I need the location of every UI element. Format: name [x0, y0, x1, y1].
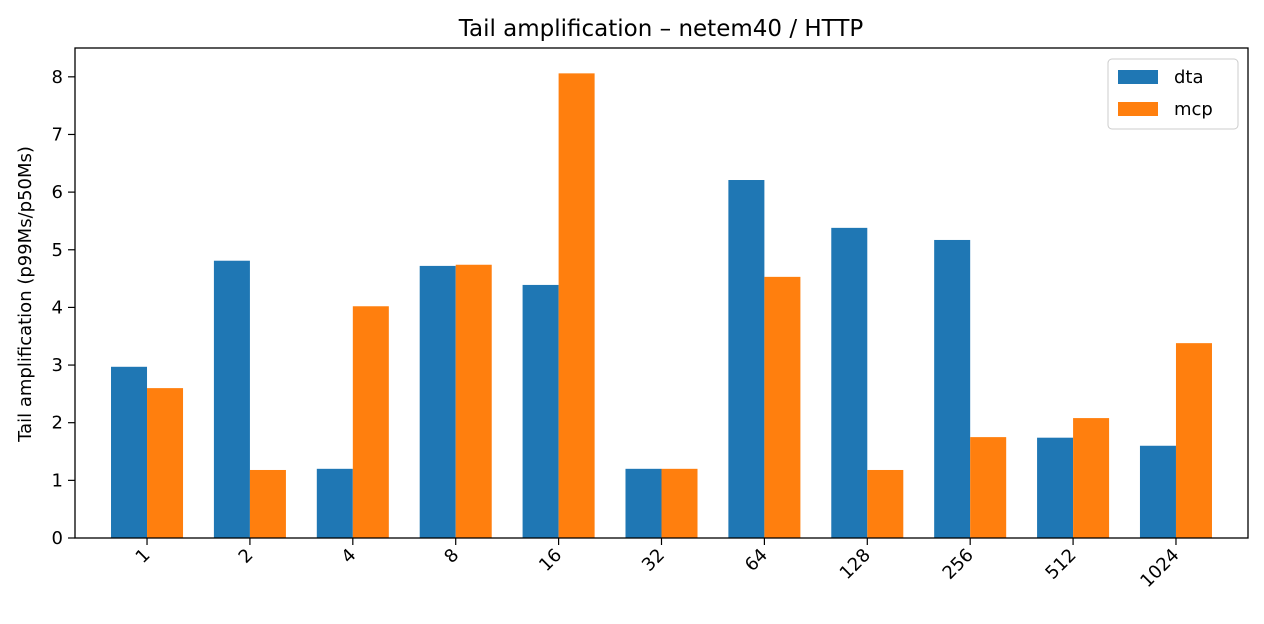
bar-dta-4 — [316, 468, 353, 538]
chart-title: Tail amplification – netem40 / HTTP — [458, 16, 864, 42]
bar-mcp-4 — [352, 306, 389, 538]
x-tick-label: 2 — [235, 545, 258, 568]
x-tick-label: 8 — [440, 545, 463, 568]
bar-dta-512 — [1037, 437, 1074, 538]
y-tick-label: 3 — [52, 355, 63, 376]
bar-mcp-16 — [558, 73, 595, 539]
bar-dta-1 — [111, 366, 148, 538]
bars-layer — [111, 73, 1212, 539]
y-tick-label: 8 — [52, 67, 63, 88]
y-tick-label: 1 — [52, 470, 63, 491]
bar-dta-256 — [934, 239, 971, 538]
legend-label-dta: dta — [1174, 67, 1204, 88]
bar-mcp-1 — [147, 388, 184, 538]
legend-box — [1107, 58, 1239, 130]
bar-mcp-512 — [1073, 418, 1110, 538]
bar-dta-2 — [213, 260, 250, 538]
bar-mcp-32 — [661, 468, 698, 538]
x-tick-label: 16 — [535, 545, 566, 576]
x-tick-label: 128 — [836, 545, 875, 584]
x-tick-label: 1024 — [1136, 545, 1183, 592]
y-tick-label: 2 — [52, 413, 63, 434]
x-tick-label: 4 — [337, 545, 360, 568]
y-axis-label: Tail amplification (p99Ms/p50Ms) — [15, 146, 36, 443]
y-tick-label: 0 — [52, 528, 63, 549]
bar-dta-1024 — [1139, 445, 1176, 538]
x-tick-label: 1 — [132, 545, 155, 568]
x-tick-label: 512 — [1041, 545, 1080, 584]
bar-mcp-64 — [764, 276, 801, 538]
y-tick-label: 5 — [52, 240, 63, 261]
bar-dta-64 — [728, 180, 765, 538]
bar-mcp-2 — [249, 469, 286, 538]
y-tick-label: 4 — [52, 297, 63, 318]
x-tick-label: 256 — [939, 545, 978, 584]
bar-dta-128 — [831, 227, 868, 539]
bar-mcp-256 — [970, 437, 1007, 538]
bar-dta-8 — [419, 265, 456, 538]
x-tick-label: 64 — [741, 545, 772, 576]
y-tick-label: 6 — [52, 182, 63, 203]
bar-mcp-128 — [867, 469, 904, 538]
legend-label-mcp: mcp — [1174, 99, 1213, 120]
bar-mcp-1024 — [1175, 343, 1212, 538]
bar-dta-32 — [625, 468, 662, 538]
legend-swatch-mcp — [1118, 102, 1158, 116]
bar-dta-16 — [522, 284, 559, 538]
bar-mcp-8 — [455, 264, 492, 538]
legend: dta mcp — [1107, 58, 1239, 130]
legend-swatch-dta — [1118, 70, 1158, 84]
y-tick-label: 7 — [52, 124, 63, 145]
x-tick-label: 32 — [638, 545, 669, 576]
